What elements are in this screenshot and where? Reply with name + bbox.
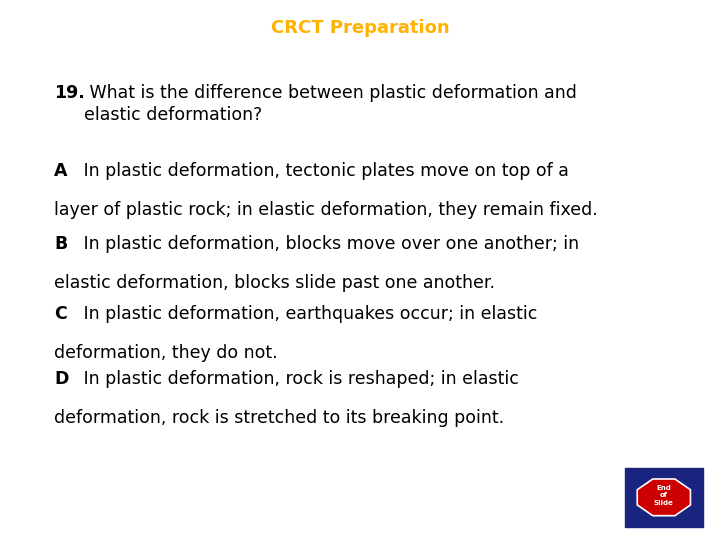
Text: Slide: Slide [654, 500, 674, 507]
Polygon shape [637, 479, 690, 516]
Text: B: B [54, 235, 67, 253]
Text: D: D [54, 370, 68, 388]
Text: of: of [660, 492, 667, 498]
Text: A: A [54, 162, 68, 180]
Text: In plastic deformation, rock is reshaped; in elastic: In plastic deformation, rock is reshaped… [78, 370, 518, 388]
Text: In plastic deformation, earthquakes occur; in elastic: In plastic deformation, earthquakes occu… [78, 305, 537, 323]
FancyBboxPatch shape [625, 468, 703, 526]
Text: deformation, they do not.: deformation, they do not. [54, 344, 278, 362]
Text: End: End [657, 485, 671, 491]
Text: deformation, rock is stretched to its breaking point.: deformation, rock is stretched to its br… [54, 409, 504, 427]
Text: CRCT Preparation: CRCT Preparation [271, 19, 449, 37]
Text: C: C [54, 305, 67, 323]
Text: 19.: 19. [54, 84, 85, 102]
Text: layer of plastic rock; in elastic deformation, they remain fixed.: layer of plastic rock; in elastic deform… [54, 201, 598, 219]
Text: In plastic deformation, tectonic plates move on top of a: In plastic deformation, tectonic plates … [78, 162, 569, 180]
Text: In plastic deformation, blocks move over one another; in: In plastic deformation, blocks move over… [78, 235, 579, 253]
Text: What is the difference between plastic deformation and
elastic deformation?: What is the difference between plastic d… [84, 84, 577, 124]
Text: elastic deformation, blocks slide past one another.: elastic deformation, blocks slide past o… [54, 274, 495, 292]
